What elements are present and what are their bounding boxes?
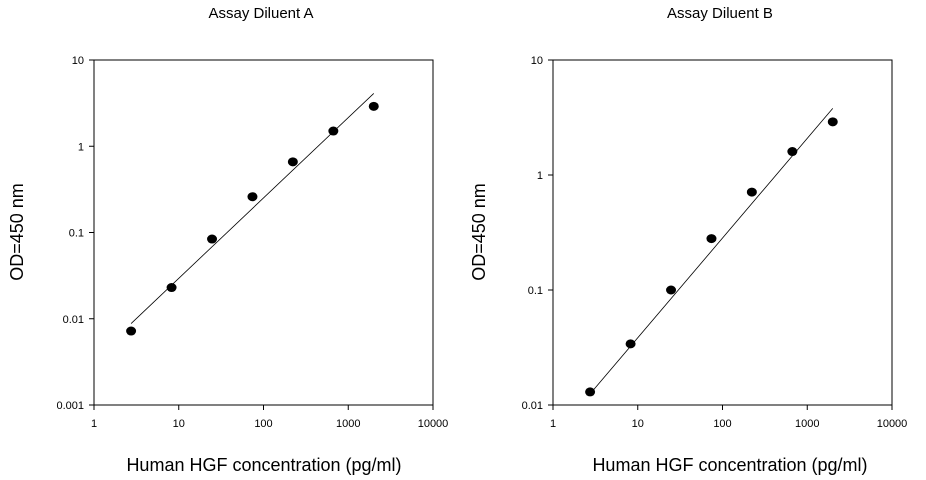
chart-b-x-tick-label: 10 xyxy=(632,418,644,430)
chart-a-title: Assay Diluent A xyxy=(208,5,313,22)
chart-b-title: Assay Diluent B xyxy=(667,5,773,22)
chart-b: Assay Diluent B 1 10 100 1000 10000 10 1… xyxy=(469,5,907,475)
chart-b-y-tick-label: 1 xyxy=(537,170,543,182)
chart-a-plot-frame xyxy=(93,59,434,406)
chart-a-data-point xyxy=(328,126,339,136)
chart-b-y-tick-label: 0.01 xyxy=(522,400,543,412)
chart-b-data-point xyxy=(706,234,717,244)
chart-b-data-point xyxy=(666,285,677,295)
chart-a-data-point xyxy=(166,283,177,293)
chart-a-data-point xyxy=(247,192,258,202)
chart-a-data-point xyxy=(287,157,298,167)
chart-a-y-tick-label: 1 xyxy=(78,141,84,153)
chart-a-y-ticks: 10 1 0.1 0.01 0.001 xyxy=(56,55,94,412)
chart-b-y-axis-label: OD=450 nm xyxy=(469,183,489,281)
chart-b-x-tick-label: 10000 xyxy=(877,418,908,430)
chart-b-y-ticks: 10 1 0.1 0.01 xyxy=(522,55,553,412)
chart-b-data-point xyxy=(746,187,757,197)
chart-b-data-point xyxy=(827,117,838,127)
chart-b-x-tick-label: 1000 xyxy=(795,418,819,430)
chart-b-x-ticks: 1 10 100 1000 10000 xyxy=(550,405,907,430)
chart-a-x-axis-label: Human HGF concentration (pg/ml) xyxy=(126,455,401,475)
chart-a: Assay Diluent A 1 10 100 1000 10000 10 1… xyxy=(7,5,448,475)
chart-a-x-tick-label: 10000 xyxy=(418,418,449,430)
chart-a-y-tick-label: 0.01 xyxy=(63,314,84,326)
chart-b-y-tick-label: 10 xyxy=(531,55,543,67)
chart-a-data-point xyxy=(126,326,137,336)
chart-b-x-tick-label: 1 xyxy=(550,418,556,430)
chart-a-x-tick-label: 10 xyxy=(173,418,185,430)
chart-a-marks xyxy=(126,93,379,336)
chart-a-y-axis-label: OD=450 nm xyxy=(7,183,27,281)
chart-b-data-point xyxy=(625,339,636,349)
chart-a-data-point xyxy=(368,101,379,111)
chart-a-y-tick-label: 0.001 xyxy=(56,400,84,412)
chart-b-x-axis-label: Human HGF concentration (pg/ml) xyxy=(592,455,867,475)
chart-a-x-tick-label: 100 xyxy=(254,418,272,430)
chart-b-x-tick-label: 100 xyxy=(713,418,731,430)
chart-a-y-tick-label: 10 xyxy=(72,55,84,67)
chart-a-data-point xyxy=(207,234,218,244)
chart-a-x-tick-label: 1 xyxy=(91,418,97,430)
chart-b-plot-frame xyxy=(552,59,893,406)
chart-b-marks xyxy=(585,108,838,397)
chart-b-y-tick-label: 0.1 xyxy=(528,285,543,297)
chart-a-x-tick-label: 1000 xyxy=(336,418,360,430)
chart-a-x-ticks: 1 10 100 1000 10000 xyxy=(91,405,448,430)
chart-a-y-tick-label: 0.1 xyxy=(69,228,84,240)
chart-b-data-point xyxy=(585,387,596,397)
chart-b-data-point xyxy=(787,147,798,157)
